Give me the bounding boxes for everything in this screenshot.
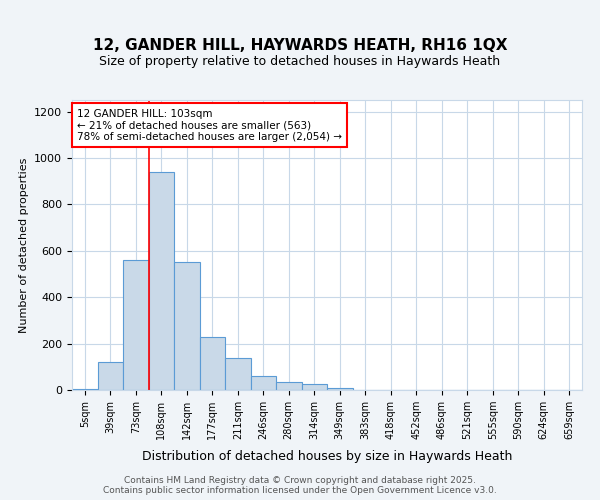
- Bar: [251, 376, 276, 390]
- Bar: [72, 389, 97, 390]
- Text: Contains HM Land Registry data © Crown copyright and database right 2025.
Contai: Contains HM Land Registry data © Crown c…: [103, 476, 497, 495]
- Bar: [327, 388, 353, 390]
- Text: 12, GANDER HILL, HAYWARDS HEATH, RH16 1QX: 12, GANDER HILL, HAYWARDS HEATH, RH16 1Q…: [93, 38, 507, 52]
- Bar: [123, 260, 149, 390]
- Bar: [149, 172, 174, 390]
- Y-axis label: Number of detached properties: Number of detached properties: [19, 158, 29, 332]
- Bar: [199, 336, 225, 390]
- Bar: [97, 362, 123, 390]
- Text: Size of property relative to detached houses in Haywards Heath: Size of property relative to detached ho…: [100, 54, 500, 68]
- Bar: [302, 384, 327, 390]
- Bar: [276, 382, 302, 390]
- Bar: [225, 358, 251, 390]
- Bar: [174, 262, 199, 390]
- Text: 12 GANDER HILL: 103sqm
← 21% of detached houses are smaller (563)
78% of semi-de: 12 GANDER HILL: 103sqm ← 21% of detached…: [77, 108, 342, 142]
- X-axis label: Distribution of detached houses by size in Haywards Heath: Distribution of detached houses by size …: [142, 450, 512, 464]
